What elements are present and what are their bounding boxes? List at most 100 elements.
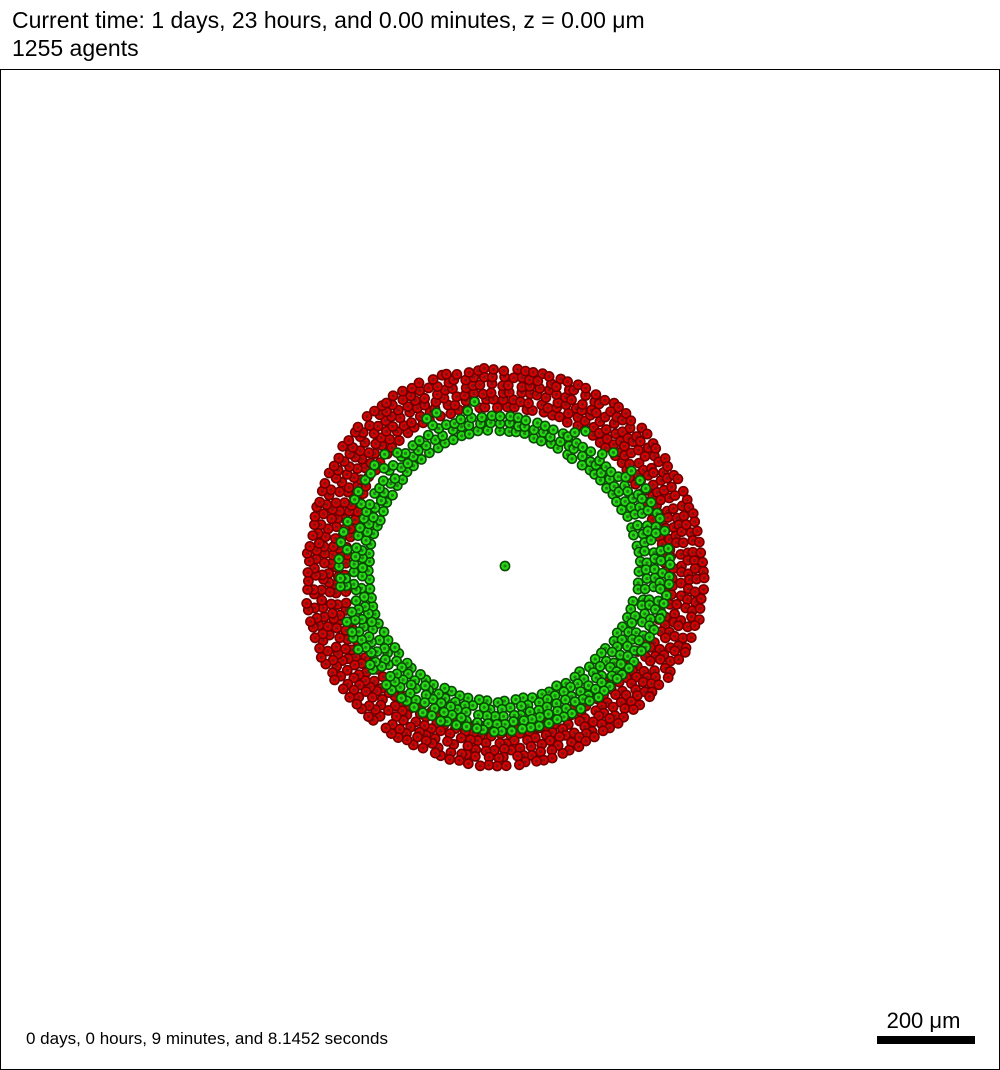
outer-cell	[343, 435, 355, 446]
outer-cell	[600, 424, 612, 435]
inner-cell	[395, 692, 407, 704]
inner-cell	[543, 718, 555, 729]
outer-cell	[302, 575, 314, 587]
outer-cell	[535, 746, 546, 758]
inner-cell-ring	[333, 396, 676, 738]
inner-cell	[626, 465, 637, 477]
inner-cell	[476, 411, 488, 423]
outer-cell	[442, 735, 453, 747]
outer-cell	[672, 473, 684, 485]
outer-cell	[352, 421, 364, 433]
outer-cell	[405, 417, 417, 428]
outer-cell	[314, 642, 325, 654]
inner-cell	[419, 680, 431, 692]
outer-cell	[613, 401, 624, 413]
outer-cell	[483, 759, 495, 771]
outer-cell	[694, 603, 706, 614]
inner-cell	[379, 448, 391, 460]
inner-cell	[341, 616, 353, 628]
inner-cell	[378, 462, 390, 474]
outer-cell	[429, 747, 441, 759]
inner-cell	[450, 719, 462, 731]
inner-cell	[589, 653, 601, 665]
outer-cell	[573, 741, 585, 753]
inner-cell	[494, 425, 506, 437]
inner-cell	[391, 447, 403, 459]
inner-cell	[605, 466, 617, 478]
outer-cell	[488, 364, 499, 375]
outer-cell	[329, 674, 340, 686]
outer-cell	[363, 447, 375, 459]
outer-cell	[431, 389, 443, 400]
outer-cell	[543, 370, 555, 382]
outer-cell	[512, 363, 524, 375]
outer-cell	[589, 731, 600, 743]
outer-cell	[349, 659, 361, 671]
outer-cell	[322, 621, 334, 632]
outer-cell	[634, 435, 646, 447]
misc-cells	[499, 560, 511, 572]
inner-cell	[346, 626, 358, 638]
inner-cell	[547, 424, 559, 436]
inner-cell	[471, 723, 483, 734]
cell-population-plot	[301, 362, 710, 772]
outer-cell	[366, 692, 378, 703]
inner-cell	[422, 429, 434, 441]
inner-cell	[558, 686, 570, 698]
outer-cell	[361, 410, 373, 422]
outer-cell	[308, 519, 320, 531]
inner-cell	[664, 559, 676, 570]
outer-cell	[500, 760, 512, 772]
outer-cell	[323, 467, 335, 479]
outer-cell	[319, 477, 331, 489]
inner-cell	[461, 721, 472, 732]
center-cell	[499, 560, 511, 572]
outer-cell	[363, 711, 374, 722]
outer-cell	[679, 646, 691, 658]
inner-cell	[644, 631, 655, 643]
outer-cell	[523, 397, 534, 409]
outer-cell	[653, 679, 665, 691]
outer-cell	[644, 691, 655, 703]
outer-cell	[440, 368, 452, 380]
inner-cell	[378, 626, 390, 638]
outer-cell	[691, 573, 702, 585]
inner-cell	[368, 459, 380, 471]
outer-cell	[680, 519, 692, 531]
inner-cell	[455, 712, 467, 724]
outer-cell	[695, 547, 707, 559]
outer-cell	[678, 510, 690, 522]
outer-cell	[693, 536, 705, 548]
outer-cell	[610, 689, 621, 700]
outer-cell	[413, 377, 425, 389]
outer-cell	[393, 435, 405, 446]
outer-cell	[394, 723, 406, 735]
inner-cell	[551, 714, 563, 725]
inner-cell	[632, 519, 643, 531]
outer-cell	[455, 732, 467, 744]
inner-cell	[350, 595, 362, 607]
inner-cell	[626, 617, 638, 629]
outer-cell	[309, 511, 321, 522]
inner-cell	[628, 529, 639, 541]
inner-cell	[633, 635, 645, 646]
inner-cell	[569, 696, 581, 708]
outer-cell	[305, 616, 316, 627]
outer-cell	[328, 460, 340, 472]
outer-cell	[478, 362, 490, 374]
inner-cell	[421, 413, 433, 425]
outer-cell	[343, 482, 355, 493]
outer-cell	[689, 516, 701, 528]
inner-cell	[622, 485, 634, 497]
outer-cell	[561, 416, 573, 428]
outer-cell	[590, 389, 602, 400]
outer-cell	[648, 467, 659, 479]
outer-cell	[337, 683, 349, 695]
inner-cell	[469, 396, 480, 408]
inner-cell	[623, 662, 635, 674]
outer-cell	[417, 742, 429, 754]
inner-cell	[569, 427, 581, 438]
outer-cell	[580, 735, 592, 747]
inner-cell	[402, 457, 414, 469]
outer-cell	[364, 420, 375, 431]
